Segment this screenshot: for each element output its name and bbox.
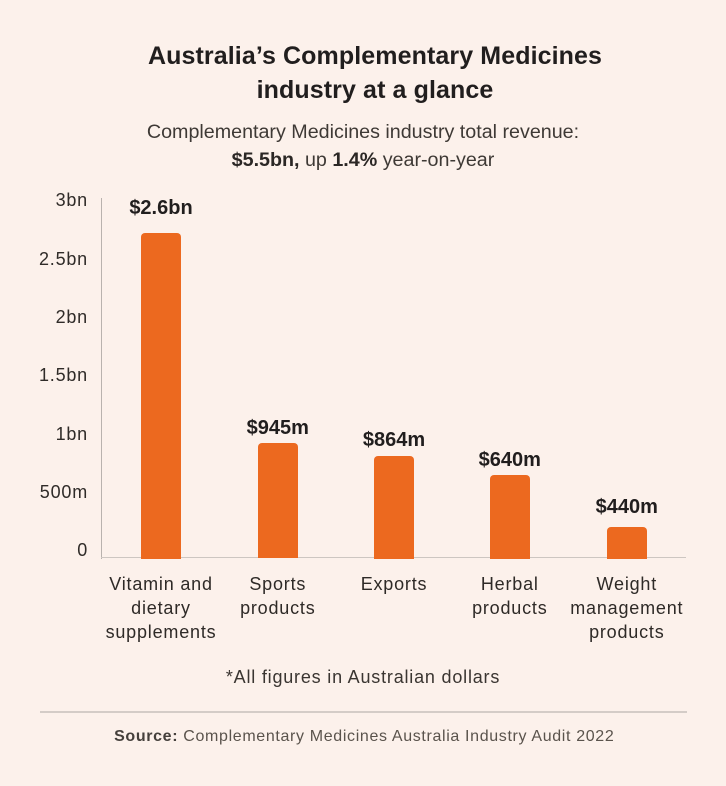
bar-value-label-1: $2.6bn: [129, 196, 193, 219]
category-label-line: supplements: [105, 622, 217, 643]
y-axis-tick-2.5bn: 2.5bn: [38, 248, 88, 269]
category-label-line: products: [589, 622, 665, 643]
chart-subtitle: Complementary Medicines industry total r…: [0, 118, 726, 174]
bar-2: [258, 443, 298, 559]
category-label-line: products: [472, 598, 548, 619]
category-label-line: products: [240, 598, 316, 619]
category-label-2: Sports products: [203, 572, 353, 620]
category-label-1: Vitamin and dietary supplements: [86, 572, 236, 645]
divider-line: [40, 711, 687, 713]
source-label: Source:: [114, 727, 179, 745]
category-label-line: Weight: [596, 574, 658, 594]
chart-footnote: *All figures in Australian dollars: [225, 667, 501, 687]
source-text: Complementary Medicines Australia Indust…: [178, 727, 615, 745]
page-title: Australia’s Complementary Medicines indu…: [24, 39, 726, 107]
category-label-line: Vitamin and: [109, 574, 213, 594]
subtitle-growth-value: 1.4%: [332, 149, 378, 171]
y-axis-tick-2bn: 2bn: [55, 307, 88, 327]
y-axis-line: [100, 197, 103, 559]
bar-1: [141, 233, 181, 559]
y-axis-tick-0: 0: [77, 540, 88, 561]
category-label-line: Herbal: [480, 574, 539, 594]
bar-value-label-5: $440m: [595, 496, 658, 519]
y-axis-tick-1bn: 1bn: [55, 423, 88, 444]
category-label-line: Exports: [360, 574, 428, 594]
y-axis-tick-1.5bn: 1.5bn: [38, 365, 88, 386]
y-axis-tick-3bn: 3bn: [55, 190, 88, 211]
bar-3: [374, 455, 414, 559]
category-label-line: management: [570, 598, 684, 619]
bar-value-label-2: $945m: [246, 417, 309, 439]
subtitle-mid-text: up: [299, 149, 333, 171]
subtitle-line-2: $5.5bn, up 1.4% year-on-year: [0, 146, 726, 174]
y-axis-tick-500m: 500m: [39, 482, 88, 503]
subtitle-line-1: Complementary Medicines industry total r…: [146, 121, 580, 143]
bar-value-label-3: $864m: [362, 429, 426, 451]
category-label-3: Exports: [319, 572, 469, 596]
bar-5: [607, 527, 647, 559]
category-label-line: dietary: [131, 598, 191, 619]
subtitle-suffix-text: year-on-year: [377, 149, 495, 171]
source-line: Source: Complementary Medicines Australi…: [0, 727, 726, 747]
category-label-4: Herbal products: [435, 572, 585, 620]
title-line-2: industry at a glance: [256, 75, 494, 104]
bar-value-label-4: $640m: [478, 449, 541, 471]
bar-4: [490, 475, 530, 559]
title-line-1: Australia’s Complementary Medicines: [147, 41, 603, 70]
category-label-5: Weight management products: [552, 572, 702, 645]
category-label-line: Sports: [249, 574, 307, 594]
subtitle-revenue-value: $5.5bn,: [231, 149, 300, 171]
